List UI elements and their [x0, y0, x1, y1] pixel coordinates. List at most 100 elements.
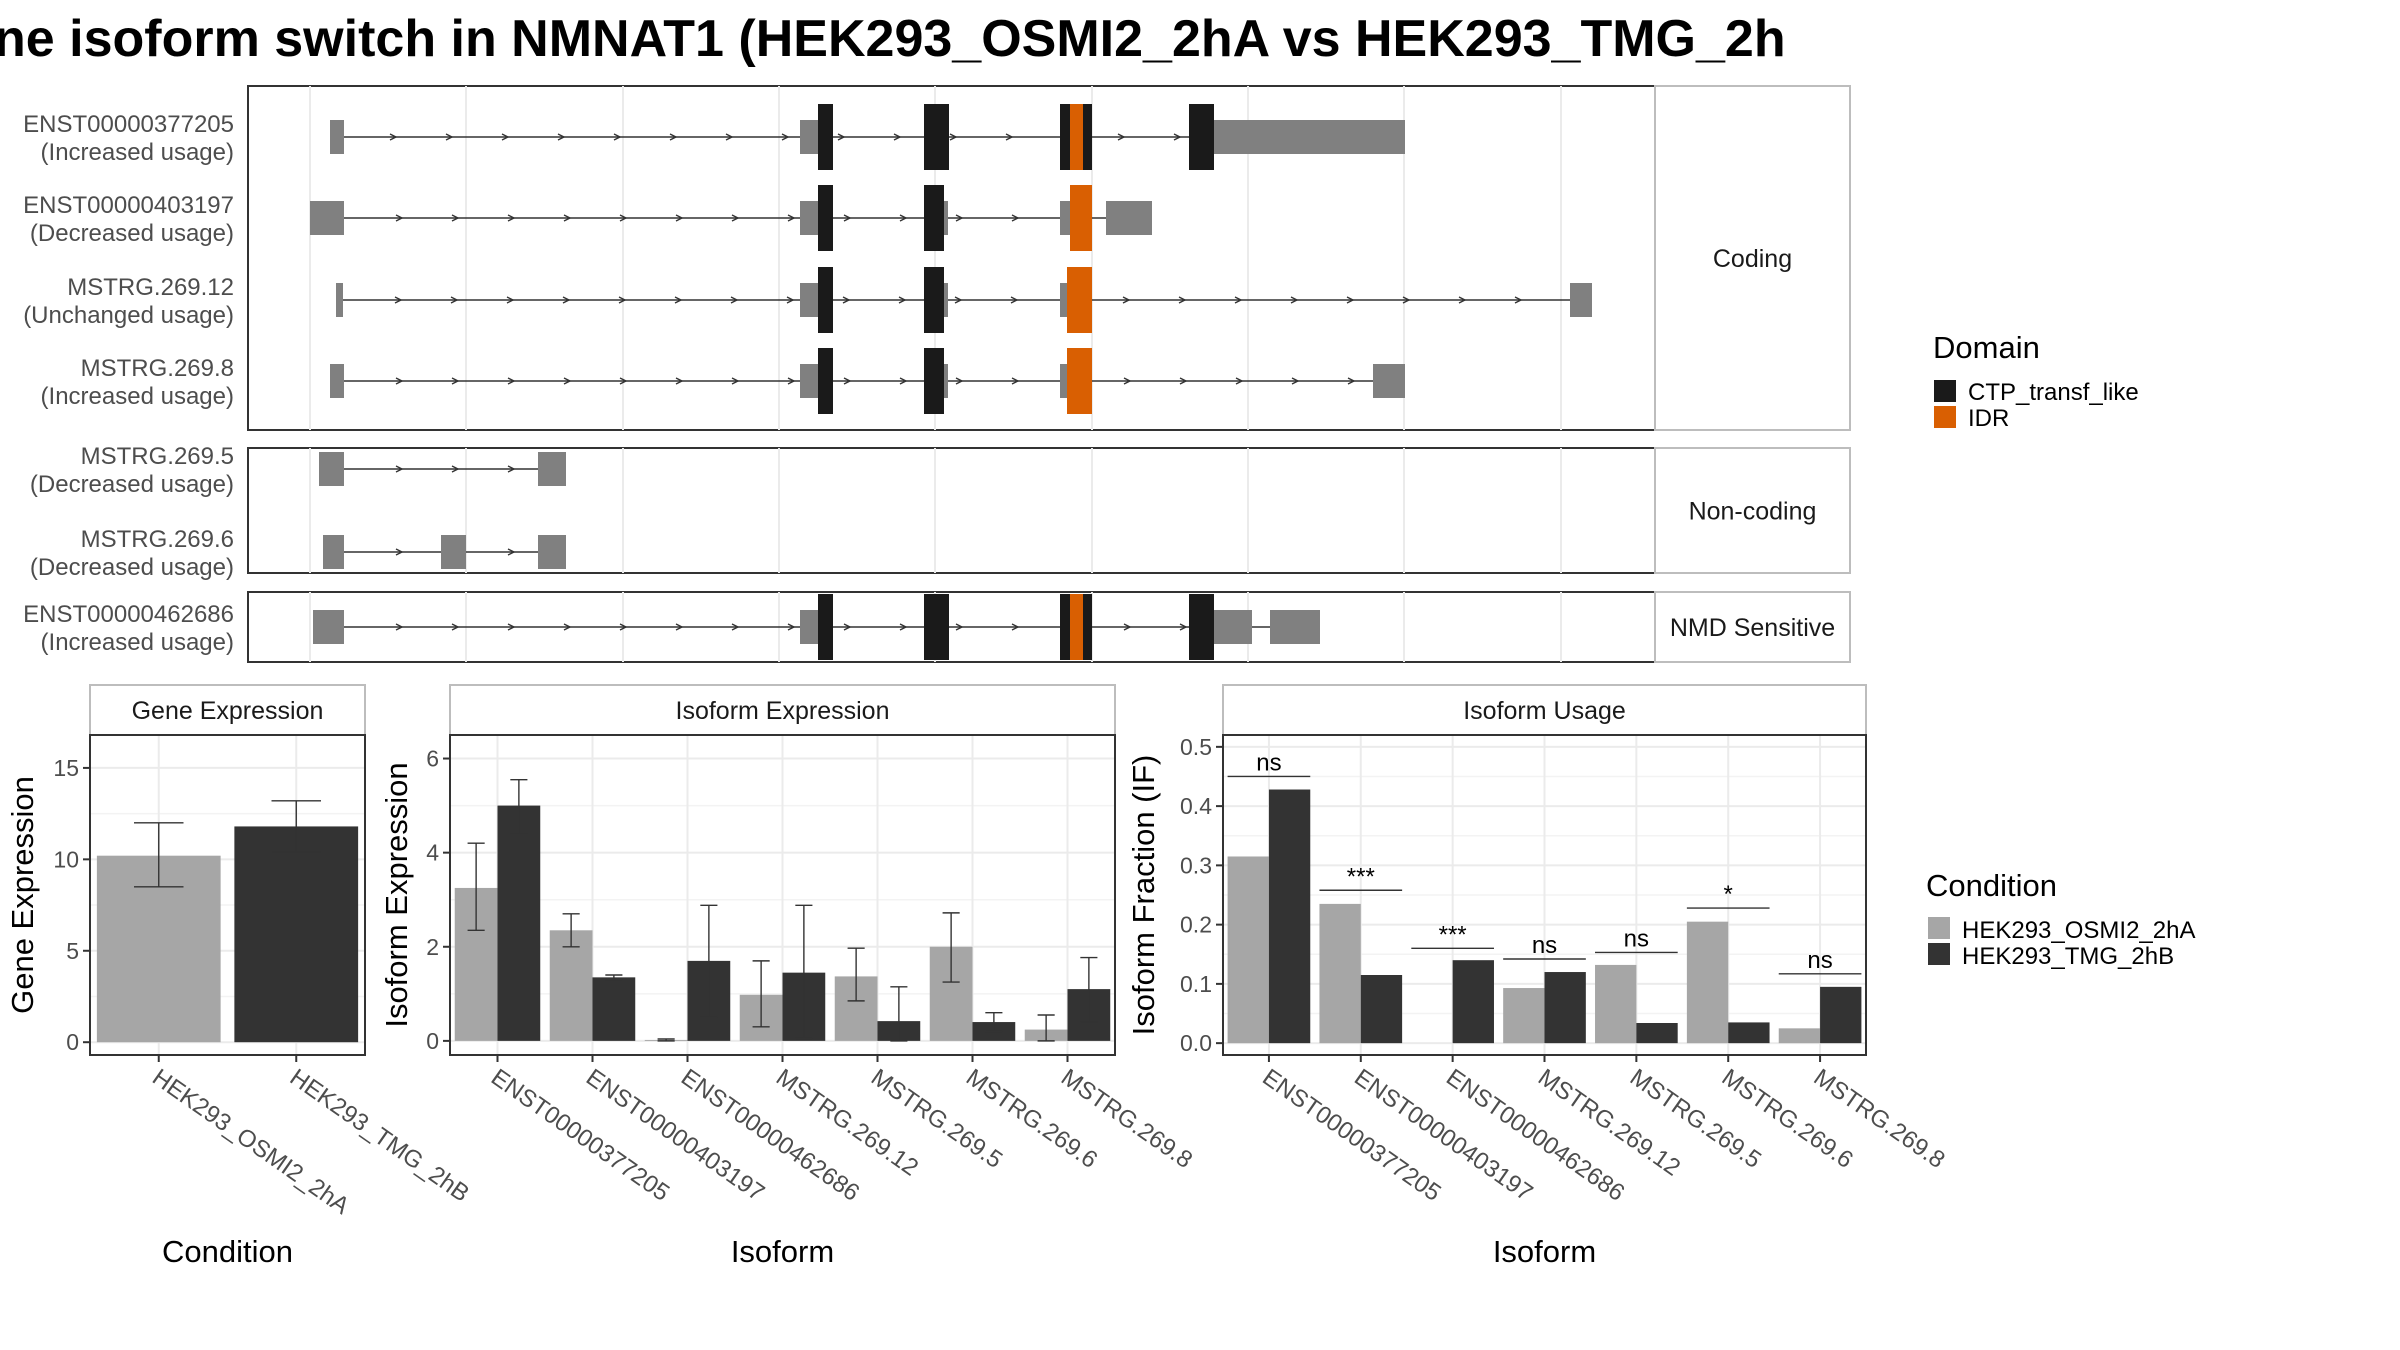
exon-block: [1060, 201, 1070, 235]
intron-arrow: [557, 133, 566, 141]
intron-arrow: [730, 296, 739, 304]
cds-domain-block: [1189, 594, 1214, 660]
isoform-expression-chart: Isoform Expression 0 2 4 6 ENST00000377205ENS…: [379, 684, 1197, 1269]
y-tick-label: 0.3: [1180, 852, 1212, 878]
structure-group-label: Non-coding: [1689, 498, 1817, 526]
y-tick-label: 0: [426, 1028, 439, 1054]
intron-arrow: [451, 465, 460, 473]
intron-arrow: [1290, 296, 1299, 304]
intron-arrow: [955, 623, 964, 631]
intron-arrow: [451, 214, 460, 222]
structure-group-label: Coding: [1713, 245, 1792, 273]
intron-arrow: [731, 623, 740, 631]
x-axis-title: Isoform: [1493, 1234, 1596, 1269]
bar: [1636, 1023, 1678, 1044]
intron-arrow: [1117, 133, 1126, 141]
isoform-usage-chart: Isoform Usage ns *** *** ns ns * ns 0.0 0.1 0.2 0.3…: [1126, 684, 1950, 1269]
exon-block: [538, 535, 566, 569]
isoform-name-label: MSTRG.269.6: [81, 526, 234, 553]
structure-group-label: NMD Sensitive: [1670, 614, 1835, 642]
gene-expression-chart: Gene Expression051015HEK293_OSMI2_2hAHEK…: [5, 684, 474, 1269]
intron-arrow: [619, 623, 628, 631]
bar: [1227, 856, 1269, 1044]
isoform-usage-label: (Increased usage): [41, 383, 234, 410]
intron-arrow: [613, 133, 622, 141]
exon-block: [800, 283, 818, 317]
y-tick-label: 0: [66, 1029, 79, 1055]
intron-arrow: [501, 133, 510, 141]
domain-legend-swatch-idr: [1934, 406, 1956, 428]
cds-domain-block: [818, 594, 833, 660]
intron-arrow: [1402, 296, 1411, 304]
exon-block: [1373, 364, 1405, 398]
exon-block: [1106, 201, 1116, 235]
facet-strip: [1222, 684, 1867, 736]
intron-arrow: [1235, 377, 1244, 385]
significance-label: ns: [1807, 947, 1832, 974]
structure-strip: [1654, 85, 1851, 431]
cds-domain-block: [924, 185, 944, 251]
x-axis-title: Condition: [162, 1234, 293, 1269]
intron-arrow: [669, 133, 678, 141]
facet-strip-title: Gene Expression: [132, 697, 324, 725]
intron-arrow: [563, 377, 572, 385]
domain-legend-label-idr: IDR: [1968, 405, 2009, 432]
condition-legend: Condition HEK293_OSMI2_2hA HEK293_TMG_2h…: [1926, 868, 2195, 970]
intron-arrow: [507, 548, 516, 556]
intron-arrow: [675, 214, 684, 222]
exon-block: [313, 610, 344, 644]
intron-arrow: [1291, 377, 1300, 385]
y-tick-label: 0.5: [1180, 734, 1212, 760]
intron-arrow: [1010, 296, 1019, 304]
isoform-name-label: ENST00000377205: [23, 111, 234, 138]
structure-strip: [1654, 447, 1851, 574]
plot-frame: [89, 734, 366, 1056]
isoform-name-label: MSTRG.269.5: [81, 443, 234, 470]
cds-domain-block: [924, 594, 949, 660]
x-tick-label: ENST00000377205: [486, 1064, 674, 1207]
domain-legend: Domain CTP_transf_like IDR: [1933, 330, 2139, 432]
intron-arrow: [1173, 133, 1182, 141]
significance-label: ***: [1347, 863, 1375, 890]
bar: [1686, 921, 1729, 1044]
y-tick-label: 10: [53, 846, 79, 872]
domain-legend-swatch-ctp: [1934, 380, 1956, 402]
intron-arrow: [562, 296, 571, 304]
exon-block: [330, 120, 344, 154]
intron-arrow: [949, 133, 958, 141]
isoform-usage-label: (Decreased usage): [30, 471, 234, 498]
exon-block: [310, 201, 344, 235]
intron-arrow: [619, 377, 628, 385]
cds-domain-block: [1083, 594, 1092, 660]
exon-block: [1232, 120, 1405, 154]
intron-arrow: [507, 214, 516, 222]
intron-arrow: [787, 214, 796, 222]
intron-arrow: [1122, 296, 1131, 304]
intron-arrow: [619, 214, 628, 222]
facet-strip-title: Isoform Expression: [676, 697, 890, 725]
condition-legend-label-tmg: HEK293_TMG_2hB: [1962, 943, 2174, 970]
isoform-name-label: MSTRG.269.8: [81, 355, 234, 382]
y-axis-title: Gene Expression: [5, 776, 40, 1014]
intron-arrow: [1234, 296, 1243, 304]
bar: [549, 930, 593, 1041]
y-tick-label: 5: [66, 938, 79, 964]
facet-strip-title: Isoform Usage: [1463, 697, 1626, 725]
isoform-name-label: MSTRG.269.12: [67, 274, 234, 301]
intron-arrow: [675, 623, 684, 631]
intron-arrow: [842, 296, 851, 304]
significance-label: *: [1724, 881, 1733, 908]
significance-label: ***: [1439, 921, 1467, 948]
intron-arrow: [450, 296, 459, 304]
exon-block: [1116, 201, 1152, 235]
bar: [1452, 960, 1494, 1044]
intron-arrow: [955, 377, 964, 385]
intron-arrow: [954, 296, 963, 304]
isoform-usage-label: (Decreased usage): [30, 220, 234, 247]
intron-arrow: [899, 214, 908, 222]
isoform-usage-label: (Decreased usage): [30, 554, 234, 581]
y-axis-title: Isoform Expression: [379, 762, 414, 1027]
bar: [1820, 986, 1862, 1044]
idr-domain-block: [1067, 348, 1092, 414]
